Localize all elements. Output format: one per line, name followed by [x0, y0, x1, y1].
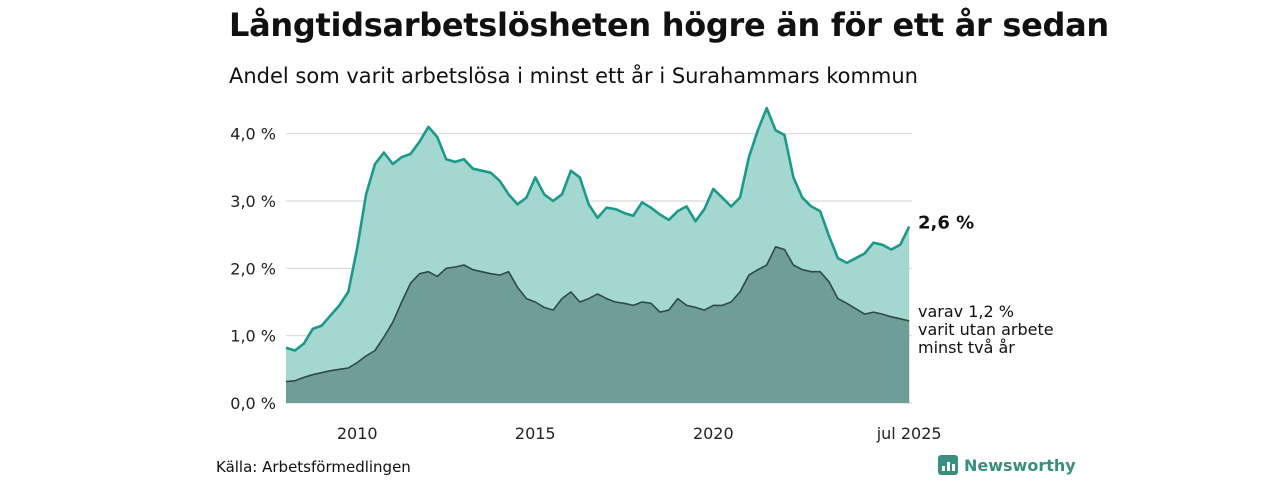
chart-title: Långtidsarbetslösheten högre än för ett … [229, 6, 1109, 44]
end-label-1yr: 2,6 % [918, 213, 974, 234]
end-label-2yr: varav 1,2 % [918, 302, 1014, 321]
series-line-2yr [285, 246, 910, 383]
chart-subtitle: Andel som varit arbetslösa i minst ett å… [229, 64, 918, 88]
source-note: Källa: Arbetsförmedlingen [216, 458, 411, 476]
y-tick-label: 4,0 % [230, 125, 276, 144]
y-tick-label: 0,0 % [230, 394, 276, 413]
series-line-1yr [285, 106, 911, 352]
series-areas [285, 106, 911, 403]
y-tick-label: 2,0 % [230, 259, 276, 278]
x-tick-label: 2010 [337, 424, 378, 443]
x-tick-label: jul 2025 [876, 424, 942, 443]
brand-name: Newsworthy [964, 455, 1076, 475]
end-label-2yr: varit utan arbete [918, 320, 1054, 339]
x-axis: 2010 2015 2020 jul 2025 [337, 424, 942, 443]
brand: Newsworthy [938, 455, 1076, 475]
y-tick-label: 3,0 % [230, 192, 276, 211]
end-label-2yr: minst två år [918, 338, 1015, 357]
newsworthy-logo-icon [938, 455, 958, 475]
x-tick-label: 2020 [693, 424, 734, 443]
y-axis: 0,0 % 1,0 % 2,0 % 3,0 % 4,0 % [230, 125, 276, 413]
series-area-2yr [286, 246, 910, 403]
x-tick-label: 2015 [515, 424, 556, 443]
y-tick-label: 1,0 % [230, 327, 276, 346]
